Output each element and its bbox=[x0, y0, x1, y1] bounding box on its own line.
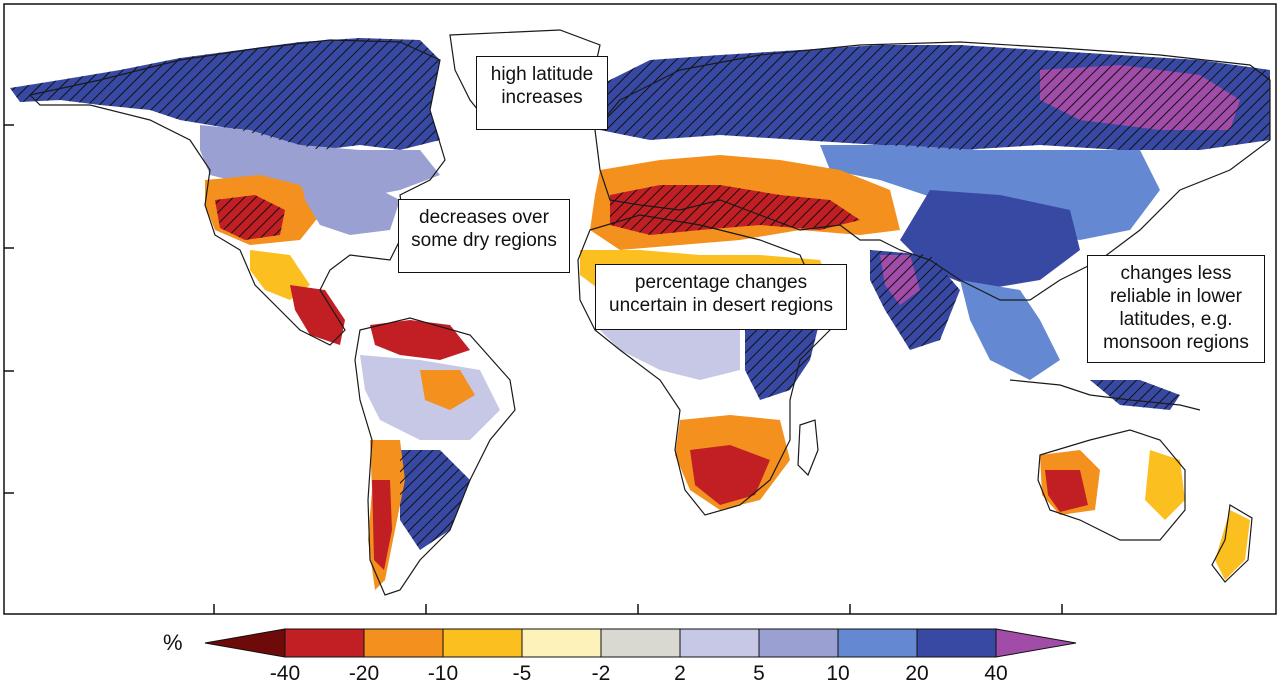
region-amazon-north bbox=[370, 320, 470, 360]
region-eastern-us bbox=[300, 175, 400, 235]
colorbar-segment bbox=[916, 628, 997, 658]
colorbar-tick-label: -40 bbox=[270, 662, 300, 685]
colorbar-segment bbox=[679, 628, 760, 658]
colorbar-segment bbox=[284, 628, 365, 658]
axis-ticks bbox=[4, 124, 1063, 614]
colorbar-segment bbox=[442, 628, 523, 658]
colorbar: -40 -20 -10 -5 -2 2 5 10 20 40 bbox=[204, 628, 1077, 685]
annotation-monsoon: changes less reliable in lower latitudes… bbox=[1087, 255, 1265, 363]
region-australia-sw-strong bbox=[1045, 470, 1088, 512]
colorbar-right-extension bbox=[995, 628, 1077, 658]
colorbar-tick-label: -5 bbox=[513, 662, 532, 685]
coast-new-zealand bbox=[1211, 504, 1253, 583]
annotation-desert: percentage changes uncertain in desert r… bbox=[595, 264, 847, 330]
region-southeast-asia bbox=[960, 280, 1060, 380]
coastlines bbox=[28, 29, 1271, 596]
coast-south-america bbox=[354, 317, 516, 596]
colorbar-tick-label: 10 bbox=[826, 662, 849, 685]
significance-hatching bbox=[10, 38, 1270, 550]
coast-australia bbox=[1037, 429, 1186, 541]
colorbar-segment bbox=[363, 628, 444, 658]
colorbar-left-extension bbox=[204, 628, 286, 658]
region-australia-east bbox=[1145, 450, 1185, 520]
colorbar-segment bbox=[521, 628, 602, 658]
colorbar-tick-label: 5 bbox=[753, 662, 765, 685]
colorbar-segment bbox=[837, 628, 918, 658]
colorbar-segment bbox=[600, 628, 681, 658]
colorbar-tick-label: 40 bbox=[984, 662, 1007, 685]
legend-unit-label: % bbox=[163, 630, 183, 655]
colorbar-segment bbox=[758, 628, 839, 658]
colorbar-tick-label: -20 bbox=[349, 662, 379, 685]
region-central-asia bbox=[820, 145, 1160, 240]
colorbar-tick-label: 2 bbox=[674, 662, 686, 685]
coast-eurasia bbox=[594, 41, 1271, 301]
annotation-high-latitude: high latitude increases bbox=[476, 56, 608, 130]
colorbar-tick-label: -2 bbox=[592, 662, 611, 685]
region-southern-africa-strong bbox=[690, 445, 770, 505]
region-chile-strong bbox=[372, 480, 392, 570]
coast-indonesia bbox=[1009, 379, 1201, 411]
region-new-zealand bbox=[1215, 510, 1250, 580]
annotation-dry-regions: decreases over some dry regions bbox=[398, 199, 570, 273]
region-central-america bbox=[290, 285, 345, 345]
region-brazil-east bbox=[420, 370, 475, 410]
region-east-asia bbox=[900, 190, 1080, 290]
colorbar-tick-label: -10 bbox=[428, 662, 458, 685]
coast-north-america bbox=[28, 39, 446, 346]
coast-madagascar bbox=[797, 419, 819, 477]
coast-africa bbox=[577, 214, 831, 516]
colorbar-tick-label: 20 bbox=[905, 662, 928, 685]
